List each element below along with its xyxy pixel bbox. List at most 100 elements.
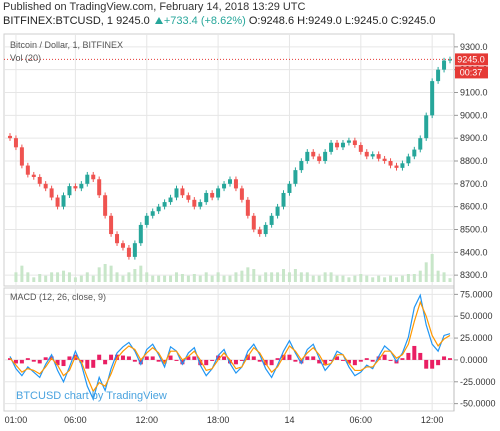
volume-bar [418,270,422,282]
candle-body [442,60,447,70]
macd-histogram-bar [198,359,203,366]
volume-bar [329,272,333,282]
candle-body [120,243,125,248]
volume-bar [228,275,232,282]
volume-bar [14,272,18,282]
macd-histogram-bar [305,356,310,360]
volume-bar [394,277,398,282]
candle-body [79,183,84,189]
macd-histogram-bar [109,354,114,360]
macd-histogram-bar [138,359,143,365]
macd-histogram-bar [358,359,363,362]
macd-histogram-bar [222,356,227,360]
symbol-label: BITFINEX:BTCUSD, 1 [3,15,114,27]
macd-histogram-bar [376,356,381,360]
macd-tick-label: -50.0000 [460,399,496,409]
volume-bar [20,265,24,282]
time-tick-label: 12:00 [135,415,158,425]
volume-bar [133,269,137,282]
time-axis[interactable]: 01:00 06:00 12:00 18:00 14 06:00 12:00 [5,415,444,425]
macd-histogram-bar [382,354,387,360]
macd-histogram-bar [43,357,48,360]
macd-histogram-bar [97,354,102,360]
macd-axis[interactable]: 75.0000 50.0000 25.0000 0.0000 -25.0000 -50.0… [454,289,496,409]
volume-bar [151,275,155,282]
volume-bar [317,275,321,282]
macd-histogram-bar [168,355,173,360]
volume-bar [157,275,161,282]
volume-bar [44,275,48,282]
candle-body [305,151,310,161]
candle-body [138,224,143,244]
macd-histogram-bar [251,356,256,360]
candle-body [174,188,179,198]
volume-bar [335,275,339,282]
candle-body [448,59,452,61]
macd-histogram-bar [346,359,351,364]
volume-bar [204,272,208,282]
price-tick-label: 8500.0 [460,224,488,234]
last-price-label: 9245.0 [116,15,150,27]
macd-indicator[interactable] [8,293,452,402]
volume-bar [442,272,446,282]
candle-body [19,147,24,166]
candle-body [126,247,131,257]
candle-body [323,151,328,161]
volume-bar [282,269,286,282]
macd-histogram-bar [412,345,417,360]
volume-bar [389,275,393,282]
published-line: Published on TradingView.com, February 1… [3,1,306,13]
macd-histogram-bar [275,358,280,360]
candle-body [263,224,268,235]
volume-bar [359,274,363,282]
volume-bar [50,272,54,282]
open-label: O:9248.6 [248,15,295,27]
macd-histogram-bar [239,359,244,361]
candle-body [281,192,286,207]
volume-bar [347,277,351,282]
candle-body [168,197,173,203]
candle-body [216,188,221,198]
volume-bar [406,274,410,282]
volume-bar [62,270,66,282]
macd-histogram-bar [233,359,238,365]
volume-bar [67,272,71,282]
time-badge-text: 00:37 [460,67,483,77]
candle-body [73,186,78,189]
macd-tick-label: 0.0000 [460,355,488,365]
macd-histogram-bar [186,356,191,360]
macd-histogram-bar [150,356,155,360]
volume-bar [252,269,256,282]
volume-bar [109,265,113,282]
volume-bar [371,277,375,282]
macd-histogram-bar [388,359,393,361]
candle-body [388,161,393,166]
volume-bar [430,254,434,282]
volume-bar [139,265,143,282]
low-label: L:9245.0 [344,15,388,27]
candle-body [204,192,209,203]
candle-body [192,199,197,207]
volume-bar [180,274,184,282]
candle-body [180,188,185,196]
volume-bar [246,267,250,282]
candle-body [85,174,90,184]
volume-bar [353,275,357,282]
volume-bar [240,270,244,282]
volume-bar [293,269,297,282]
candle-body [299,161,304,171]
volume-bar [169,275,173,282]
price-tick-label: 9100.0 [460,88,488,98]
candle-body [156,206,161,212]
candles[interactable] [8,56,452,260]
macd-histogram-bar [103,359,108,365]
candle-body [293,170,298,184]
volume-bar [400,275,404,282]
volume-bar [377,275,381,282]
macd-histogram-bar [364,358,369,360]
macd-histogram-bar [91,359,96,368]
macd-pane-title: MACD (12, 26, close, 9) [10,292,106,302]
volume-bar [145,272,149,282]
volume-bar [234,272,238,282]
